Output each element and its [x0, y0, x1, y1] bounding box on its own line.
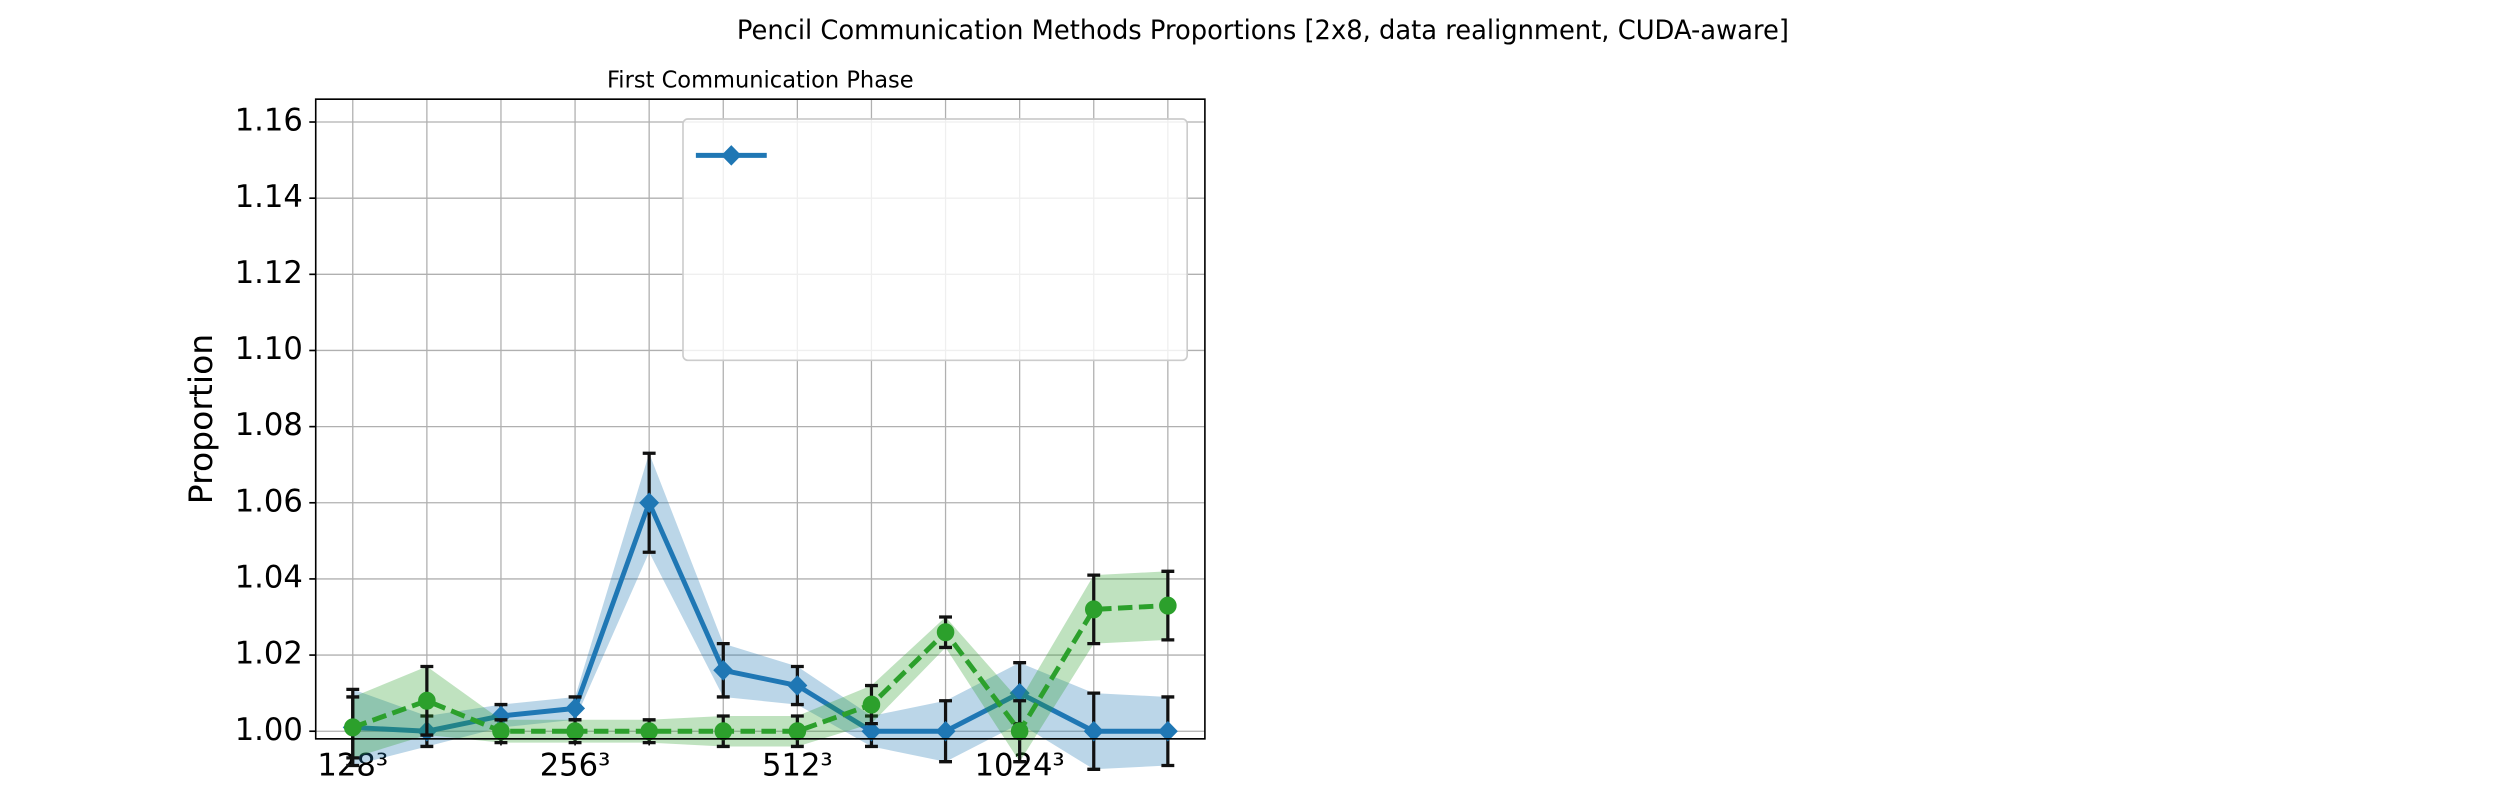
y-tick-label: 1.10	[235, 331, 303, 367]
data-point	[713, 660, 734, 681]
plot-frame	[314, 98, 1206, 740]
subplot-title: First Communication Phase	[607, 67, 914, 93]
y-tick-label: 1.02	[235, 635, 303, 671]
series-line	[352, 496, 1168, 734]
data-point	[418, 691, 436, 710]
series-line	[351, 603, 1168, 736]
error-band	[352, 571, 1168, 762]
data-point	[1083, 720, 1104, 742]
x-tick-label: 512³	[762, 747, 833, 783]
y-tick-label: 1.14	[235, 178, 303, 214]
data-point	[343, 718, 362, 737]
legend-marker	[721, 145, 742, 166]
y-tick-label: 1.04	[235, 559, 303, 595]
data-point	[714, 722, 733, 741]
subplot: First Communication Phase Proportion 1.00 1…	[182, 67, 1206, 784]
y-tick-label: 1.08	[235, 407, 303, 443]
data-point	[566, 722, 584, 741]
data-point	[1159, 596, 1177, 615]
y-axis-label: Proportion	[182, 334, 220, 504]
data-point	[935, 720, 956, 742]
data-point	[787, 675, 808, 696]
data-point	[861, 720, 882, 742]
data-point	[1010, 722, 1029, 741]
data-point	[1157, 720, 1178, 742]
data-point	[936, 623, 955, 642]
data-point	[640, 722, 658, 741]
data-point	[788, 722, 807, 741]
y-tick-label: 1.16	[235, 102, 303, 138]
data-point	[565, 698, 586, 719]
data-point	[1084, 600, 1103, 619]
data-point	[639, 492, 660, 514]
data-point	[492, 722, 510, 741]
legend	[682, 118, 1188, 362]
x-tick-label: 256³	[540, 747, 611, 783]
y-tick-label: 1.12	[235, 255, 303, 291]
data-point	[862, 695, 881, 714]
error-band	[352, 453, 1168, 770]
y-tick-label: 1.00	[235, 711, 303, 747]
y-tick-label: 1.06	[235, 483, 303, 519]
figure-title: Pencil Communication Methods Proportions…	[737, 16, 1789, 46]
legend-box	[682, 118, 1188, 362]
